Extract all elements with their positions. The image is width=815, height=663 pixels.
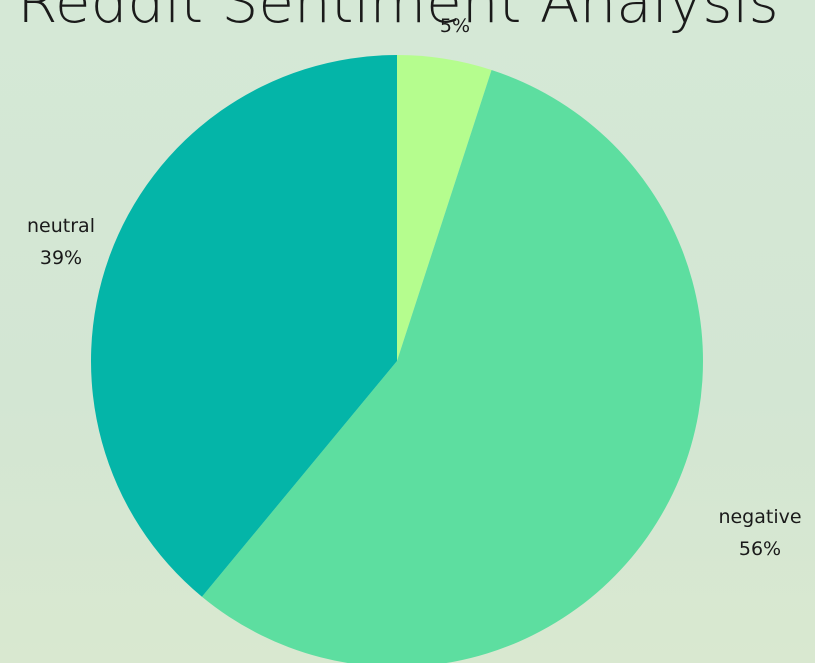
pie-slices: [91, 55, 703, 663]
slice-name: negative: [718, 506, 801, 528]
pie-labels: 5% negative 56% neutral 39%: [27, 15, 802, 560]
slice-label-unlabeled: 5%: [440, 15, 470, 37]
slice-label-negative: negative 56%: [718, 506, 801, 560]
slice-percent: 5%: [440, 15, 470, 37]
chart-title: Reddit Sentiment Analysis: [17, 0, 779, 36]
slice-name: neutral: [27, 215, 95, 237]
slice-percent: 39%: [40, 247, 82, 269]
slice-percent: 56%: [739, 538, 781, 560]
pie-slice-unlabeled: [397, 55, 492, 361]
pie-slice-neutral: [91, 55, 397, 597]
slice-label-neutral: neutral 39%: [27, 215, 95, 269]
pie-slice-negative: [201, 69, 703, 663]
